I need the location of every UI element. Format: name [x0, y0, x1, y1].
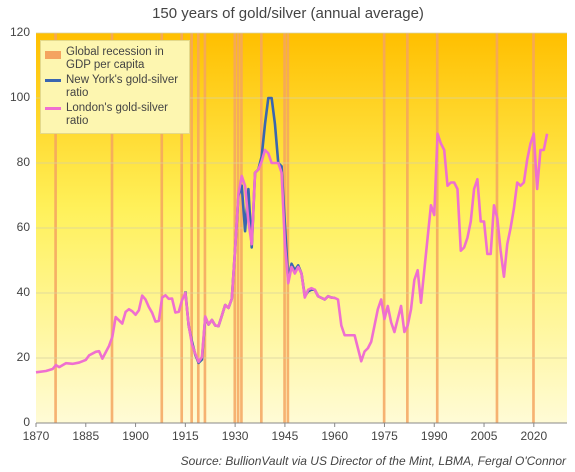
x-tick-label: 1885 [72, 429, 99, 443]
x-tick-label: 2020 [520, 429, 547, 443]
x-tick-label: 1960 [321, 429, 348, 443]
legend-label: New York's gold-silver ratio [66, 74, 179, 99]
x-tick-label: 2005 [471, 429, 498, 443]
legend-item: London's gold-silver ratio [45, 102, 185, 128]
x-tick-label: 1870 [23, 429, 50, 443]
x-tick-label: 1990 [421, 429, 448, 443]
series-line [35, 132, 549, 374]
y-tick-label: 60 [17, 220, 31, 234]
x-tick-label: 1975 [371, 429, 398, 443]
y-tick-label: 0 [23, 415, 30, 429]
source: Source: BullionVault via US Director of … [181, 454, 567, 468]
legend-swatch [45, 79, 61, 82]
x-tick-label: 1930 [222, 429, 249, 443]
legend-item: Global recession in GDP per capita [45, 46, 185, 72]
x-tick-label: 1900 [122, 429, 149, 443]
y-tick-label: 120 [10, 25, 30, 39]
x-tick-label: 1915 [172, 429, 199, 443]
legend-label: Global recession in GDP per capita [66, 46, 164, 71]
chart-title: 150 years of gold/silver (annual average… [152, 5, 424, 22]
legend-item: New York's gold-silver ratio [45, 74, 185, 100]
y-tick-label: 20 [17, 350, 31, 364]
legend-swatch [45, 51, 61, 59]
y-tick-label: 80 [17, 155, 31, 169]
y-tick-label: 40 [17, 285, 31, 299]
y-tick-label: 100 [10, 90, 30, 104]
x-tick-label: 1945 [272, 429, 299, 443]
legend-swatch [45, 107, 61, 110]
legend-label: London's gold-silver ratio [66, 102, 168, 127]
legend: Global recession in GDP per capita New Yo… [40, 40, 190, 134]
